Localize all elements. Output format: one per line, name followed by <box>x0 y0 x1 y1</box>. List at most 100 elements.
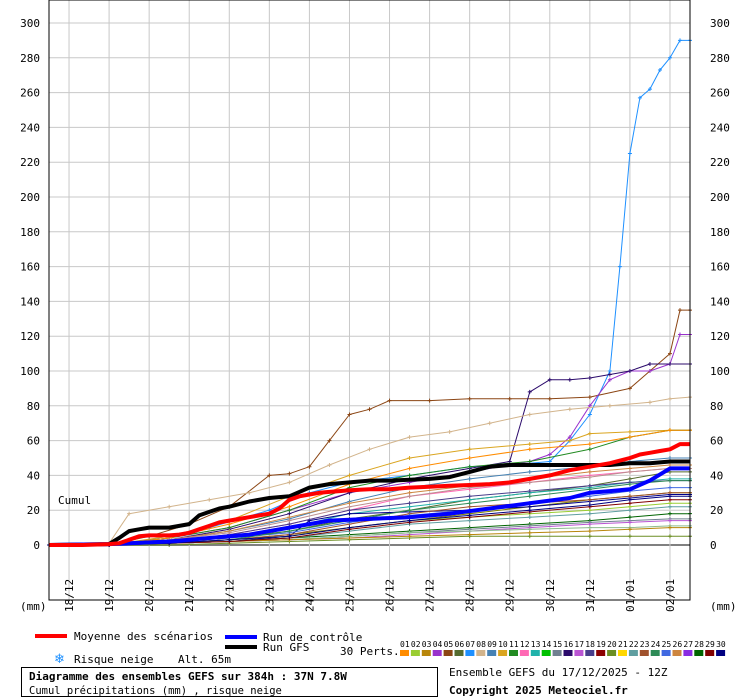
series-point <box>407 494 412 499</box>
series-point <box>527 504 532 509</box>
y-tick-label-left: 280 <box>20 52 40 65</box>
plot-frame <box>48 0 691 601</box>
series-point <box>567 407 572 412</box>
series-point <box>587 497 592 502</box>
series-p04 <box>49 363 690 546</box>
series-point <box>527 494 532 499</box>
series-p05 <box>48 396 691 546</box>
y-unit-right: (mm) <box>710 600 737 613</box>
series-point <box>547 396 552 401</box>
pert-number: 04 <box>433 640 443 649</box>
series-point <box>527 412 532 417</box>
series-point <box>347 473 352 478</box>
series-point <box>287 511 292 516</box>
pert-number: 27 <box>683 640 693 649</box>
pert-number: 03 <box>422 640 432 649</box>
pert-number: 19 <box>596 640 606 649</box>
y-tick-label-right: 80 <box>710 400 723 413</box>
series-point <box>527 447 532 452</box>
series-point <box>587 483 592 488</box>
series-point <box>527 442 532 447</box>
pert-swatch <box>400 650 409 656</box>
pert-swatch <box>563 650 573 656</box>
series-point <box>407 530 412 535</box>
pert-number: 18 <box>585 640 595 649</box>
pert-swatch <box>574 650 584 656</box>
y-tick-label-right: 140 <box>710 295 730 308</box>
series-point <box>677 38 682 43</box>
pert-swatch <box>530 650 540 656</box>
pert-number: 06 <box>455 640 465 649</box>
pert-swatch <box>519 650 529 656</box>
series-point <box>677 308 682 313</box>
series-point <box>667 490 672 495</box>
series-point <box>287 522 292 527</box>
legend: Moyenne des scénarios Run de contrôle Ru… <box>35 630 726 667</box>
pert-number: 09 <box>487 640 497 649</box>
pert-number: 10 <box>498 640 508 649</box>
pert-number: 13 <box>531 640 541 649</box>
series-point <box>407 504 412 509</box>
series-point <box>527 527 532 532</box>
series-run-gfs <box>48 459 690 547</box>
series-point <box>527 459 532 464</box>
series-point <box>627 534 632 539</box>
series-point <box>677 332 682 337</box>
x-tick-label: 20/12 <box>143 579 156 612</box>
series-point <box>607 377 612 382</box>
legend-mean-label: Moyenne des scénarios <box>74 630 213 643</box>
series-point <box>407 435 412 440</box>
series-point <box>227 522 232 527</box>
pert-swatch <box>596 650 606 656</box>
pert-number: 01 <box>400 640 410 649</box>
series-point <box>467 476 472 481</box>
pert-swatch <box>628 650 638 656</box>
perturbation-legend: 01 02 03 04 05 06 07 08 09 10 11 12 13 14 15 16 17 18 19 20… <box>400 640 726 656</box>
series-point <box>637 95 642 100</box>
pert-number: 16 <box>564 640 574 649</box>
x-tick-label: 31/12 <box>584 579 597 612</box>
series-point <box>347 525 352 530</box>
series-point <box>607 403 612 408</box>
pert-swatch <box>661 650 671 656</box>
series-point <box>627 482 632 487</box>
series-point <box>617 264 622 269</box>
series-point <box>647 400 652 405</box>
y-tick-label-right: 260 <box>710 87 730 100</box>
series-point <box>667 478 672 483</box>
series-point <box>527 515 532 520</box>
series-point <box>287 534 292 539</box>
chart-grid <box>49 0 690 600</box>
series-point <box>467 532 472 537</box>
legend-snow-label: Risque neige <box>74 653 153 666</box>
series-point <box>627 508 632 513</box>
pert-number: 07 <box>465 640 475 649</box>
pert-number: 30 <box>716 640 726 649</box>
chart-subtitle: Cumul précipitations (mm) , risque neige <box>29 685 282 697</box>
series-point <box>467 456 472 460</box>
series-point <box>587 511 592 516</box>
series-point <box>487 421 492 426</box>
pert-swatch <box>618 650 627 656</box>
y-tick-label-left: 200 <box>20 191 40 204</box>
series-point <box>627 497 632 502</box>
pert-number: 14 <box>542 640 552 649</box>
series-point <box>527 480 532 485</box>
series-point <box>227 525 232 530</box>
series-point <box>667 456 672 460</box>
series-point <box>667 518 672 523</box>
series-point <box>567 435 572 440</box>
series-point <box>587 375 592 380</box>
y-tick-label-right: 180 <box>710 226 730 239</box>
series-point <box>667 55 672 60</box>
series-point <box>587 442 592 447</box>
pert-swatch <box>541 650 551 656</box>
series-point <box>407 508 412 513</box>
y-tick-label-right: 0 <box>710 539 717 552</box>
pert-swatch <box>487 650 497 656</box>
series-point <box>527 508 532 513</box>
pert-number: 15 <box>553 640 563 649</box>
series-point <box>627 504 632 509</box>
series-point <box>627 435 632 440</box>
series-point <box>667 396 672 401</box>
